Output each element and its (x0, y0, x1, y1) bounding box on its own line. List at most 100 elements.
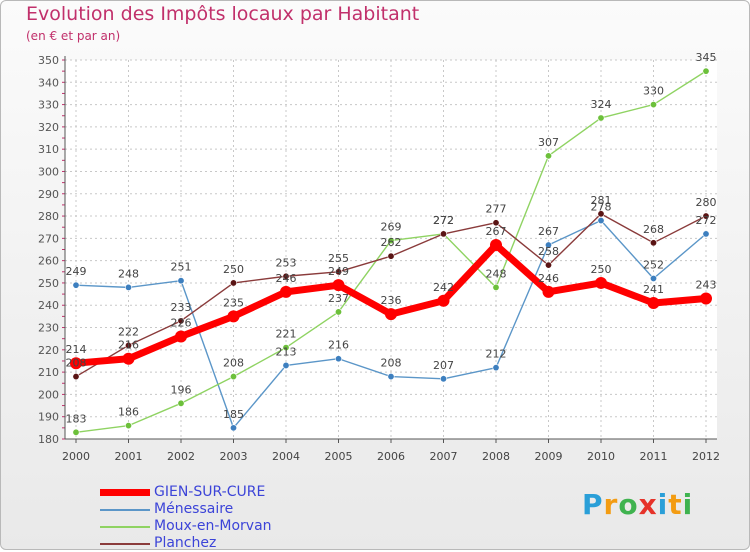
x-tick-label: 2003 (220, 450, 248, 463)
data-label-menessaire: 272 (696, 214, 717, 227)
data-label-moux-en-morvan: 196 (171, 383, 192, 396)
data-point-gien-sur-cure (70, 357, 82, 370)
x-tick-label: 2006 (377, 450, 405, 463)
data-label-gien-sur-cure: 246 (276, 272, 297, 285)
data-label-moux-en-morvan: 208 (223, 357, 244, 370)
data-point-menessaire (282, 361, 290, 369)
legend-label: Planchez (154, 535, 217, 551)
data-point-planchez (72, 373, 80, 381)
y-tick-label: 320 (38, 121, 59, 134)
y-tick-label: 240 (38, 299, 59, 312)
logo-letter: x (638, 488, 658, 521)
data-label-planchez: 281 (591, 194, 612, 207)
y-tick-label: 350 (38, 54, 59, 67)
y-tick-label: 300 (38, 165, 59, 178)
grid-lines (65, 59, 717, 439)
data-point-moux-en-morvan (702, 67, 710, 75)
data-point-moux-en-morvan (544, 152, 552, 160)
data-label-planchez: 253 (276, 256, 297, 269)
data-label-moux-en-morvan: 186 (118, 406, 139, 419)
data-point-menessaire (387, 373, 395, 381)
data-point-planchez (439, 230, 447, 238)
data-point-gien-sur-cure (332, 279, 345, 292)
legend-swatch (100, 509, 150, 511)
data-label-planchez: 258 (538, 245, 559, 258)
data-label-menessaire: 212 (486, 348, 507, 361)
data-label-planchez: 277 (486, 203, 507, 216)
data-label-gien-sur-cure: 236 (381, 294, 402, 307)
logo-letter: t (668, 488, 683, 521)
data-point-menessaire (702, 230, 710, 238)
y-tick-label: 330 (38, 99, 59, 112)
data-label-gien-sur-cure: 243 (696, 279, 717, 292)
data-label-menessaire: 278 (591, 201, 612, 214)
data-label-gien-sur-cure: 214 (66, 343, 87, 356)
data-point-planchez (387, 252, 395, 260)
data-label-gien-sur-cure: 249 (328, 265, 349, 278)
data-point-gien-sur-cure (542, 285, 555, 298)
data-label-moux-en-morvan: 248 (486, 267, 507, 280)
data-labels: 249 248 251 185 213 216 208 207 212 267 278 252 272 1… (66, 51, 717, 425)
data-point-menessaire (492, 364, 500, 372)
data-point-moux-en-morvan (177, 399, 185, 407)
y-tick-label: 230 (38, 322, 59, 335)
legend-label: GIEN-SUR-CURE (154, 484, 266, 500)
data-label-menessaire: 185 (223, 408, 244, 421)
y-tick-label: 250 (38, 277, 59, 290)
data-point-menessaire (597, 217, 605, 225)
legend-label: Moux-en-Morvan (154, 518, 272, 534)
y-tick-label: 260 (38, 255, 59, 268)
data-label-moux-en-morvan: 307 (538, 136, 559, 149)
x-tick-label: 2005 (325, 450, 353, 463)
data-point-planchez (544, 261, 552, 269)
data-point-gien-sur-cure (385, 308, 397, 321)
legend-swatch (100, 489, 150, 496)
legend-swatch (100, 526, 150, 528)
data-point-gien-sur-cure (490, 239, 502, 252)
data-point-menessaire (439, 375, 447, 383)
data-label-menessaire: 207 (433, 359, 454, 372)
data-point-gien-sur-cure (227, 310, 240, 323)
data-point-gien-sur-cure (280, 285, 292, 298)
data-label-moux-en-morvan: 272 (433, 214, 454, 227)
x-tick-labels: 2000 2001 2002 2003 2004 2005 2006 2007 2008 2009… (62, 450, 720, 463)
data-label-menessaire: 251 (171, 261, 192, 274)
data-point-planchez (230, 279, 238, 287)
data-point-gien-sur-cure (437, 294, 450, 307)
x-tick-label: 2009 (535, 450, 563, 463)
y-tick-label: 180 (38, 433, 59, 446)
data-label-gien-sur-cure: 226 (171, 316, 192, 329)
data-point-gien-sur-cure (647, 297, 660, 310)
x-tick-label: 2011 (640, 450, 668, 463)
data-label-planchez: 272 (433, 214, 454, 227)
logo-letter: i (657, 488, 669, 521)
data-point-planchez (334, 268, 342, 276)
y-tick-label: 190 (38, 411, 59, 424)
data-point-menessaire (177, 277, 185, 285)
chart-subtitle: (en € et par an) (26, 29, 121, 43)
data-label-planchez: 222 (118, 325, 139, 338)
data-label-planchez: 208 (66, 357, 87, 370)
x-tick-label: 2008 (482, 450, 510, 463)
x-tick-label: 2007 (430, 450, 458, 463)
logo-letter: r (603, 488, 619, 521)
y-tick-label: 280 (38, 210, 59, 223)
y-tick-label: 310 (38, 143, 59, 156)
data-label-menessaire: 267 (538, 225, 559, 238)
data-point-menessaire (544, 241, 552, 249)
data-point-planchez (597, 210, 605, 218)
logo-letter: P (582, 488, 604, 521)
data-point-menessaire (230, 424, 238, 432)
data-label-planchez: 250 (223, 263, 244, 276)
y-tick-label: 290 (38, 188, 59, 201)
data-label-planchez: 233 (171, 301, 192, 314)
axes (62, 56, 717, 443)
y-tick-label: 200 (38, 388, 59, 401)
data-point-moux-en-morvan (72, 428, 80, 436)
data-point-menessaire (649, 274, 657, 282)
data-label-gien-sur-cure: 235 (223, 296, 244, 309)
data-label-menessaire: 208 (381, 357, 402, 370)
y-tick-label: 220 (38, 344, 59, 357)
data-point-menessaire (334, 355, 342, 363)
data-label-moux-en-morvan: 269 (381, 221, 402, 234)
